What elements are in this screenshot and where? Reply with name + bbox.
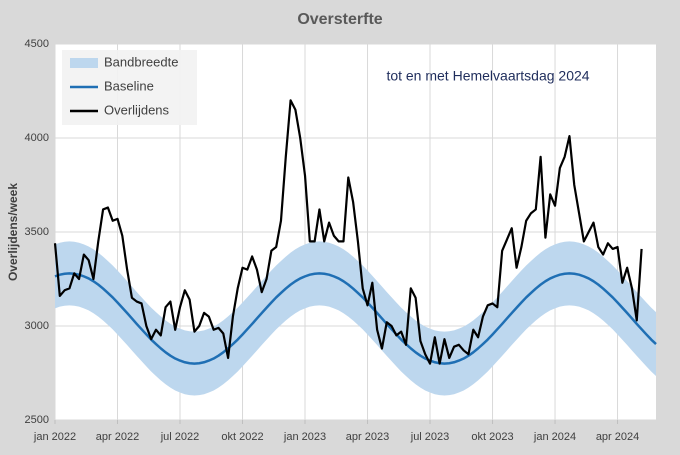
x-tick-label: apr 2023 [346,431,389,443]
line [54,272,657,365]
x-tick-label: jan 2023 [283,431,326,443]
x-tick-label: jul 2023 [410,431,450,443]
annotation: tot en met Hemelvaartsdag 2024 [386,68,589,84]
x-tick-label: okt 2022 [221,431,263,443]
x-tick-label: jul 2022 [160,431,200,443]
legend-label: Baseline [104,78,154,93]
y-tick-label: 3000 [25,320,49,332]
x-tick-label: apr 2022 [96,431,139,443]
legend-swatch [70,58,98,68]
legend-label: Bandbreedte [104,54,178,69]
band [55,241,656,396]
y-tick-label: 2500 [25,414,49,426]
x-tick-label: jan 2022 [33,431,76,443]
x-tick-label: apr 2024 [596,431,639,443]
chart-title: Oversterfte [297,11,382,28]
line [53,99,643,365]
x-tick-label: jan 2024 [533,431,576,443]
y-axis-label: Overlijdens/week [6,183,20,281]
x-tick-label: okt 2023 [471,431,513,443]
y-tick-label: 4000 [25,132,49,144]
y-tick-label: 4500 [25,38,49,50]
legend-label: Overlijdens [104,102,170,117]
y-tick-label: 3500 [25,226,49,238]
